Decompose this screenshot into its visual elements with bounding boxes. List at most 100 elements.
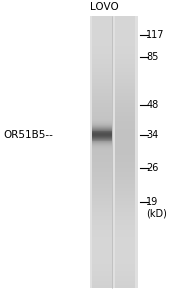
- Bar: [92, 273, 112, 274]
- Bar: [115, 256, 135, 257]
- Bar: [115, 146, 135, 147]
- Bar: [92, 198, 112, 199]
- Bar: [92, 142, 112, 143]
- Bar: [92, 215, 112, 216]
- Bar: [92, 196, 112, 197]
- Bar: [92, 276, 112, 277]
- Bar: [115, 86, 135, 87]
- Text: (kD): (kD): [146, 208, 167, 218]
- Bar: [115, 108, 135, 109]
- Bar: [115, 266, 135, 267]
- Bar: [115, 167, 135, 168]
- Bar: [115, 27, 135, 28]
- Bar: [115, 52, 135, 53]
- Bar: [92, 219, 112, 220]
- Bar: [92, 120, 112, 121]
- Bar: [115, 94, 135, 95]
- Bar: [92, 136, 112, 137]
- Bar: [92, 88, 112, 89]
- Bar: [92, 180, 112, 181]
- Bar: [92, 261, 112, 262]
- Bar: [115, 130, 135, 131]
- Bar: [115, 220, 135, 221]
- Bar: [115, 143, 135, 144]
- Bar: [115, 139, 135, 140]
- Bar: [115, 142, 135, 143]
- Bar: [115, 47, 135, 48]
- Bar: [92, 55, 112, 56]
- Bar: [92, 164, 112, 165]
- Bar: [92, 161, 112, 162]
- Bar: [92, 19, 112, 20]
- Bar: [92, 243, 112, 244]
- Bar: [115, 149, 135, 150]
- Bar: [92, 255, 112, 256]
- Bar: [92, 246, 112, 247]
- Bar: [92, 193, 112, 194]
- Bar: [92, 195, 112, 196]
- Bar: [115, 119, 135, 120]
- Bar: [115, 112, 135, 113]
- Bar: [115, 161, 135, 162]
- Bar: [92, 32, 112, 33]
- Bar: [115, 181, 135, 182]
- Bar: [92, 45, 112, 46]
- Bar: [92, 176, 112, 177]
- Bar: [92, 51, 112, 52]
- Bar: [115, 190, 135, 191]
- Bar: [115, 259, 135, 260]
- Bar: [92, 157, 112, 158]
- Bar: [115, 176, 135, 177]
- Bar: [115, 201, 135, 202]
- Bar: [92, 110, 112, 111]
- Text: OR51B5--: OR51B5--: [4, 130, 54, 140]
- Bar: [115, 25, 135, 26]
- Bar: [92, 224, 112, 225]
- Bar: [92, 267, 112, 268]
- Bar: [92, 108, 112, 109]
- Bar: [115, 82, 135, 83]
- Bar: [92, 79, 112, 80]
- Bar: [115, 106, 135, 107]
- Bar: [92, 155, 112, 156]
- Bar: [115, 114, 135, 115]
- Bar: [115, 103, 135, 104]
- Bar: [92, 269, 112, 270]
- Bar: [115, 150, 135, 151]
- Bar: [115, 248, 135, 249]
- Bar: [115, 20, 135, 21]
- Bar: [115, 96, 135, 97]
- Bar: [115, 31, 135, 32]
- Bar: [115, 59, 135, 60]
- Bar: [115, 55, 135, 56]
- Bar: [115, 197, 135, 198]
- Bar: [92, 187, 112, 188]
- Bar: [92, 258, 112, 259]
- Bar: [92, 101, 112, 102]
- Bar: [115, 224, 135, 225]
- Bar: [92, 23, 112, 24]
- Bar: [115, 203, 135, 204]
- Bar: [115, 54, 135, 55]
- Bar: [92, 69, 112, 70]
- Bar: [92, 133, 112, 134]
- Bar: [115, 271, 135, 272]
- Bar: [92, 169, 112, 170]
- Bar: [115, 97, 135, 98]
- Bar: [92, 121, 112, 122]
- Bar: [115, 37, 135, 38]
- Bar: [92, 22, 112, 23]
- Bar: [115, 212, 135, 213]
- Bar: [115, 180, 135, 181]
- Bar: [115, 234, 135, 235]
- Bar: [115, 69, 135, 70]
- Bar: [92, 280, 112, 281]
- Bar: [92, 66, 112, 67]
- Bar: [92, 57, 112, 58]
- Bar: [115, 174, 135, 175]
- Bar: [115, 275, 135, 276]
- Bar: [92, 178, 112, 179]
- Bar: [115, 222, 135, 223]
- Bar: [92, 44, 112, 45]
- Bar: [115, 272, 135, 273]
